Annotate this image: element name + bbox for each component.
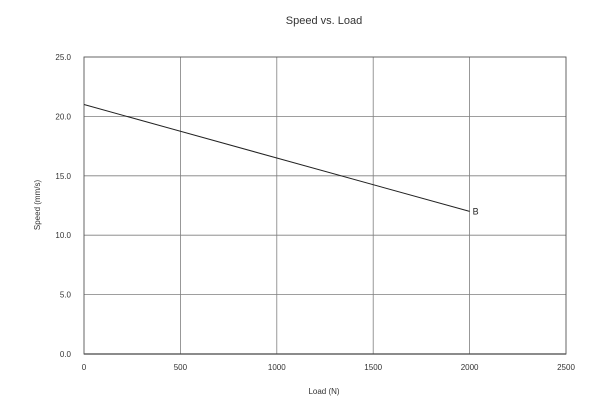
x-tick-label: 1000	[268, 363, 286, 372]
x-tick-label: 1500	[364, 363, 382, 372]
series-label: B	[473, 206, 479, 216]
y-tick-label: 5.0	[60, 291, 72, 300]
series-group: B	[83, 104, 479, 216]
series-line	[83, 104, 470, 212]
x-tick-label: 500	[174, 363, 188, 372]
y-tick-label: 25.0	[55, 53, 71, 62]
tick-labels: 0 500 1000 1500 2000 2500 0.0 5.0 10.0 15.0 20.0 25…	[55, 53, 575, 372]
y-tick-label: 0.0	[60, 350, 72, 359]
x-tick-label: 0	[82, 363, 87, 372]
y-axis-label: Speed (mm/s)	[33, 180, 42, 231]
chart-title: Speed vs. Load	[286, 15, 362, 27]
grid-lines	[84, 57, 566, 355]
y-tick-label: 20.0	[55, 112, 71, 121]
x-tick-label: 2500	[557, 363, 575, 372]
y-tick-label: 15.0	[55, 172, 71, 181]
y-tick-label: 10.0	[55, 231, 71, 240]
x-axis-label: Load (N)	[308, 387, 339, 396]
x-tick-label: 2000	[461, 363, 479, 372]
plot-area	[83, 56, 567, 355]
